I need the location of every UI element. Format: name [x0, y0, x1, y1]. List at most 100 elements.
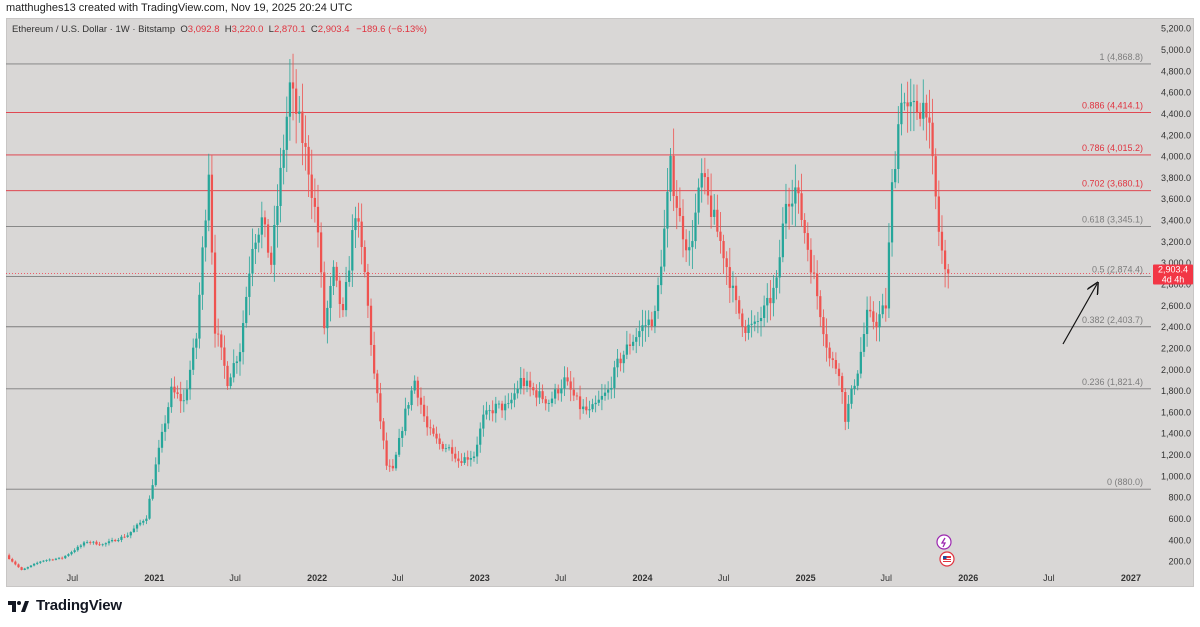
candle-body	[603, 392, 607, 396]
candle-body	[766, 297, 769, 306]
y-tick-label: 4,000.0	[1161, 152, 1191, 162]
candle-body	[728, 267, 731, 288]
candle-body	[912, 100, 916, 103]
candle-body	[192, 347, 195, 370]
candle-body	[541, 391, 544, 400]
y-tick-label: 2,800.0	[1161, 280, 1191, 290]
y-tick-label: 3,800.0	[1161, 173, 1191, 183]
candle-body	[123, 536, 126, 538]
candle-body	[750, 323, 753, 325]
candle-body	[675, 196, 678, 208]
candle-body	[151, 485, 154, 499]
candle-body	[756, 321, 760, 322]
candle-body	[594, 402, 597, 405]
candle-body	[572, 389, 575, 396]
candle-body	[744, 326, 747, 333]
candle-body	[650, 319, 653, 327]
price-chart[interactable]: 1 (4,868.8) 0.886 (4,414.1) 0.786 (4,015.2…	[6, 18, 1194, 587]
y-tick-label: 3,000.0	[1161, 258, 1191, 268]
candle-body	[578, 396, 582, 410]
x-tick-label: 2023	[470, 573, 490, 583]
candle-body	[485, 410, 488, 415]
candle-body	[326, 307, 329, 329]
candle-body	[504, 403, 507, 411]
candle-body	[890, 182, 894, 243]
candle-body	[831, 358, 834, 361]
candle-body	[809, 249, 813, 273]
candle-body	[51, 559, 54, 561]
candle-body	[319, 232, 323, 273]
candle-body	[660, 266, 663, 286]
candle-body	[575, 395, 579, 397]
x-tick-label: 2026	[958, 573, 978, 583]
candle-body	[363, 247, 366, 273]
candle-body	[354, 218, 357, 231]
candle-body	[613, 367, 616, 388]
event-icon[interactable]	[936, 534, 952, 550]
candle-body	[101, 544, 104, 546]
candle-body	[332, 266, 335, 286]
candle-body	[257, 234, 260, 243]
candle-body	[248, 273, 251, 297]
candle-body	[631, 341, 635, 346]
y-tick-label: 4,200.0	[1161, 130, 1191, 140]
candle-body	[301, 111, 304, 144]
candle-body	[329, 285, 332, 308]
price-tag-value: 2,903.4	[1158, 264, 1188, 274]
candle-body	[435, 433, 438, 439]
y-tick-label: 600.0	[1168, 514, 1191, 524]
candle-body	[32, 563, 36, 566]
candle-body	[919, 112, 922, 119]
candle-body	[812, 272, 816, 274]
candle-body	[769, 297, 772, 304]
candle-body	[747, 324, 750, 333]
candle-body	[685, 239, 688, 251]
tradingview-brand[interactable]: TradingView	[8, 597, 122, 614]
candle-body	[348, 270, 351, 282]
candle-body	[703, 173, 706, 178]
price-axis[interactable]: 200.0 400.0 600.0 800.0 1,000.0 1,200.0 1,400.…	[1161, 24, 1191, 567]
candle-body	[856, 373, 859, 386]
candle-body	[338, 280, 341, 305]
candle-body	[532, 387, 535, 391]
candle-body	[794, 187, 797, 204]
candle-body	[438, 438, 441, 445]
candle-body	[463, 457, 466, 463]
time-axis[interactable]: Jul 2021 Jul 2022 Jul 2023 Jul 2024 Jul 2025 Jul 20…	[67, 573, 1141, 583]
candle-body	[834, 360, 838, 369]
symbol-title[interactable]: Ethereum / U.S. Dollar · 1W · Bitstamp	[12, 24, 176, 35]
price-tag-countdown: 4d 4h	[1162, 274, 1185, 284]
candle-body	[865, 309, 869, 335]
candle-body	[397, 437, 401, 455]
y-tick-label: 1,600.0	[1161, 407, 1191, 417]
candle-body	[937, 196, 940, 232]
fib-level-label: 0.786 (4,015.2)	[1082, 143, 1143, 153]
candle-body	[497, 403, 501, 405]
candle-body	[213, 252, 217, 334]
candle-body	[310, 174, 313, 198]
candle-body	[167, 407, 170, 424]
candle-body	[160, 431, 164, 448]
trend-arrow[interactable]	[1062, 284, 1097, 345]
candle-body	[182, 400, 185, 402]
candlestick-series[interactable]	[7, 53, 950, 571]
candle-body	[173, 386, 176, 393]
candle-body	[201, 247, 204, 295]
candle-body	[947, 269, 950, 274]
candle-body	[185, 389, 189, 401]
candle-body	[887, 242, 891, 309]
fibonacci-retracement[interactable]: 1 (4,868.8) 0.886 (4,414.1) 0.786 (4,015.2…	[6, 52, 1151, 490]
candle-body	[307, 146, 310, 175]
us-flag-icon[interactable]	[939, 551, 955, 567]
x-tick-label: 2022	[307, 573, 327, 583]
candle-body	[525, 380, 529, 387]
candle-body	[204, 220, 207, 248]
y-tick-label: 4,600.0	[1161, 88, 1191, 98]
candle-body	[76, 546, 79, 551]
candle-body	[925, 102, 928, 118]
candle-body	[110, 539, 114, 542]
x-tick-label: Jul	[67, 573, 79, 583]
candle-body	[270, 252, 273, 265]
candle-body	[154, 464, 157, 486]
fib-level-label: 0.618 (3,345.1)	[1082, 214, 1143, 224]
